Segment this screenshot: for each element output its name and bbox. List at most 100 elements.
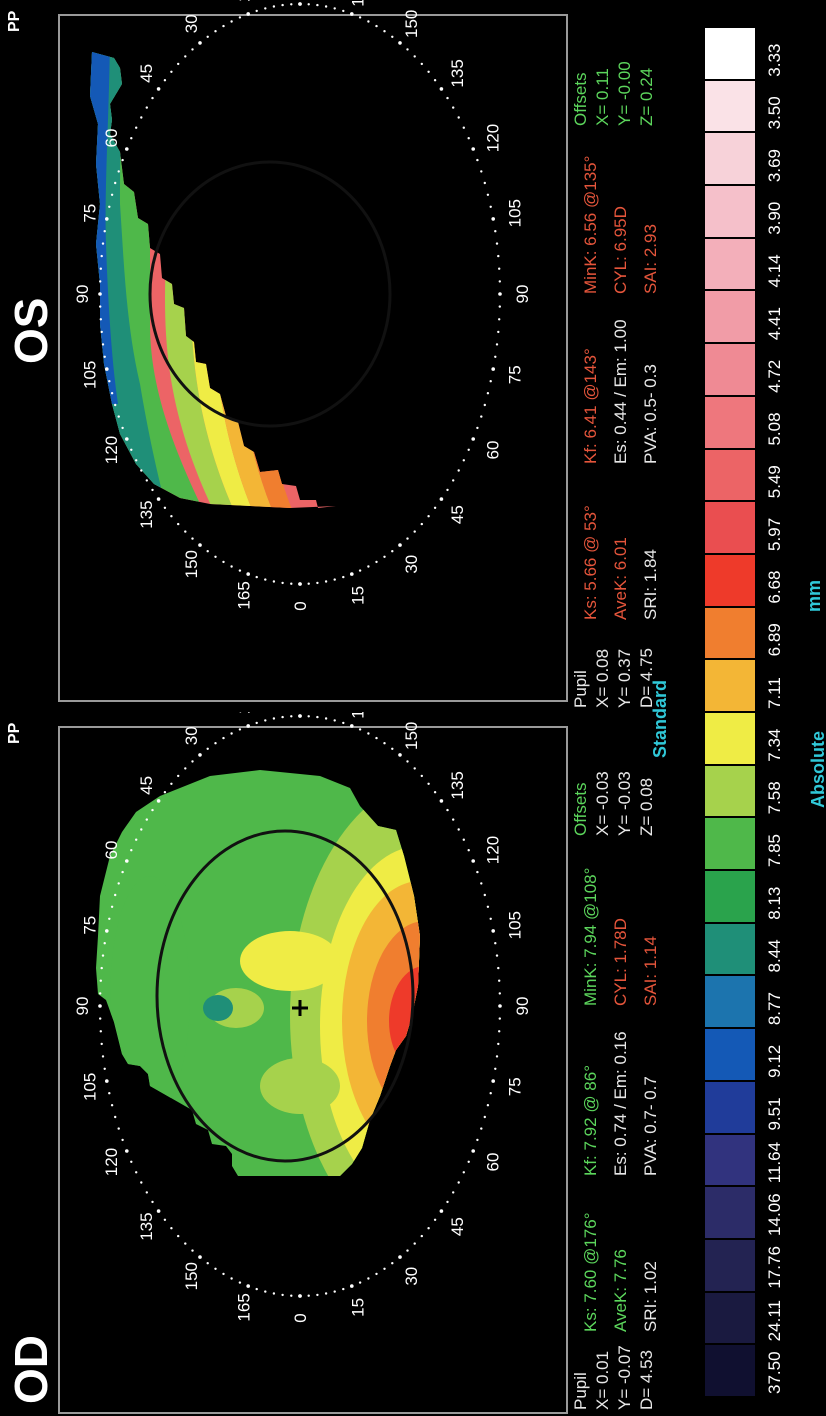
angle-tick [391,747,394,750]
angle-tick [489,917,492,920]
angle-tick [117,170,120,173]
angle-label: 15 [349,586,368,605]
angle-tick [452,479,455,482]
angle-tick [406,48,409,51]
sai-od: SAI: 1.14 [641,936,660,1006]
angle-tick [198,1255,202,1259]
angle-tick [290,715,293,718]
angle-tick [264,578,267,581]
angle-tick [413,767,416,770]
angle-tick [494,355,497,358]
angle-tick [255,721,258,725]
angle-tick [367,20,370,23]
angle-tick [462,459,465,462]
angle-tick [145,1191,149,1194]
angle-tick [246,724,250,728]
angle-tick [333,7,336,10]
angle-tick [140,469,143,472]
angle-tick [480,415,483,418]
sai-os: SAI: 2.93 [641,224,660,294]
angle-tick [467,849,470,852]
angle-tick [439,497,444,501]
angle-tick [100,1042,103,1046]
angle-tick [101,954,105,957]
angle-label: 30 [182,726,201,745]
pva-od: PVA: 0.7- 0.7 [641,1076,660,1176]
angle-tick [324,580,328,583]
angle-tick [255,9,258,13]
angle-tick [238,728,242,731]
angle-label: 105 [505,911,524,939]
angle-tick [281,715,284,719]
scale-value-label: 8.44 [765,939,784,973]
angle-tick [342,575,345,579]
pupil-d-od: D= 4.53 [637,1349,656,1410]
angle-label: 120 [483,124,502,152]
pupil-title-od: Pupil [571,1372,590,1410]
angle-tick [446,96,449,100]
angle-tick [398,753,402,757]
scale-value-label: 5.08 [765,412,784,446]
angle-tick [191,537,194,540]
angle-tick [446,1200,449,1204]
scale-value-label: 37.50 [765,1351,784,1394]
od-topography-map: 0 165 15 150 30 135 45 120 60 105 75 90 90 75 105 60 120… [73,712,532,1323]
angle-tick [145,106,149,109]
angle-tick [99,1030,103,1033]
angle-tick [156,87,161,91]
angle-tick [342,9,345,13]
angle-tick [121,426,124,430]
offset-y-os: Y= -0.00 [615,61,634,126]
scale-value-label: 7.58 [765,781,784,815]
angle-tick [433,506,437,509]
angle-tick [105,1079,109,1083]
angle-label: 90 [73,285,92,304]
angle-tick [100,966,103,970]
angle-tick [495,954,499,957]
angle-tick [491,217,496,221]
angle-tick [206,549,209,553]
angle-tick [498,280,501,283]
angle-tick [489,380,492,383]
angle-tick [272,1292,276,1295]
angle-tick [476,158,479,162]
angle-tick [491,929,496,933]
angle-label: 165 [235,581,254,609]
angle-tick [246,1284,250,1288]
angle-tick [350,12,354,16]
angle-label: 0 [291,601,310,610]
angle-label: 120 [102,436,121,464]
angle-tick [163,79,167,82]
angle-label: 30 [182,14,201,33]
angle-tick [108,1092,111,1095]
angle-tick [108,205,111,208]
scale-title: Standard [650,679,670,758]
angle-tick [406,760,409,763]
angle-tick [476,870,479,874]
angle-tick [298,714,302,718]
angle-label: 135 [137,500,156,528]
angle-tick [184,530,187,533]
angle-tick [108,917,111,920]
scale-swatch [705,1345,755,1396]
angle-tick [177,62,180,66]
angle-tick [439,1209,444,1213]
angle-tick [486,193,490,196]
angle-label: 60 [483,441,502,460]
angle-tick [125,1149,129,1153]
offsets-title-os: Offsets [571,72,590,126]
scale-value-label: 14.06 [765,1193,784,1236]
angle-tick [110,392,114,395]
avek-od: AveK: 7.76 [611,1249,630,1332]
angle-tick [495,343,499,346]
angle-tick [497,330,500,334]
angle-tick [98,1004,102,1008]
angle-tick [151,488,154,492]
angle-tick [238,1281,242,1284]
angle-tick [439,87,444,91]
angle-tick [101,1055,105,1058]
angle-tick [383,742,386,745]
scale-swatch [705,291,755,343]
angle-tick [184,1242,187,1245]
angle-tick [398,1255,402,1259]
